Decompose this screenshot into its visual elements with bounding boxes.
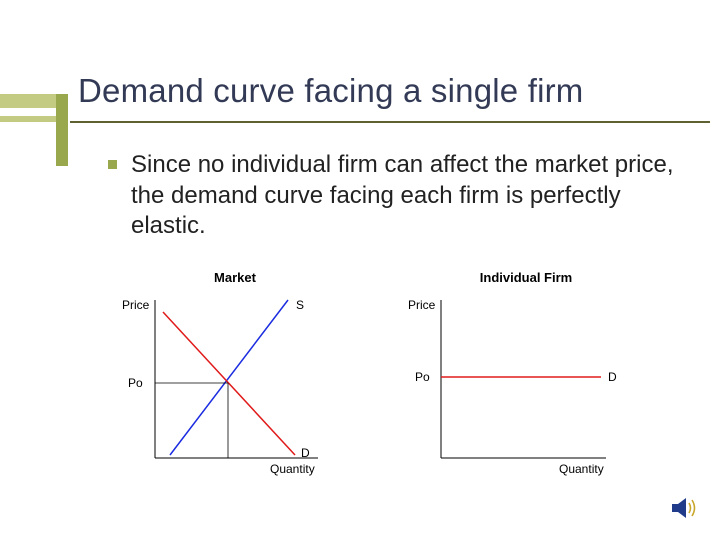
firm-chart: Individual Firm Price Po D Quantity — [381, 270, 626, 480]
firm-xlabel: Quantity — [559, 462, 604, 476]
sound-icon[interactable] — [672, 497, 698, 524]
accent-bar-vertical — [56, 94, 68, 166]
firm-chart-title: Individual Firm — [480, 270, 572, 285]
firm-po-label: Po — [415, 370, 430, 384]
market-po-label: Po — [128, 376, 143, 390]
slide: Demand curve facing a single firm Since … — [0, 0, 720, 540]
bullet-text: Since no individual firm can affect the … — [131, 150, 678, 242]
firm-ylabel: Price — [408, 298, 435, 312]
market-ylabel: Price — [122, 298, 149, 312]
market-xlabel: Quantity — [270, 462, 315, 476]
market-chart-title: Market — [214, 270, 256, 285]
bullet-list: Since no individual firm can affect the … — [108, 150, 678, 242]
charts-container: Market Price Po S D Quantity Individual … — [100, 270, 626, 480]
market-d-label: D — [301, 446, 310, 460]
bullet-item: Since no individual firm can affect the … — [108, 150, 678, 242]
slide-title: Demand curve facing a single firm — [78, 72, 583, 110]
market-chart: Market Price Po S D Quantity — [100, 270, 345, 480]
title-underline — [70, 121, 710, 123]
firm-d-label: D — [608, 370, 617, 384]
market-s-label: S — [296, 298, 304, 312]
square-bullet-icon — [108, 160, 117, 169]
